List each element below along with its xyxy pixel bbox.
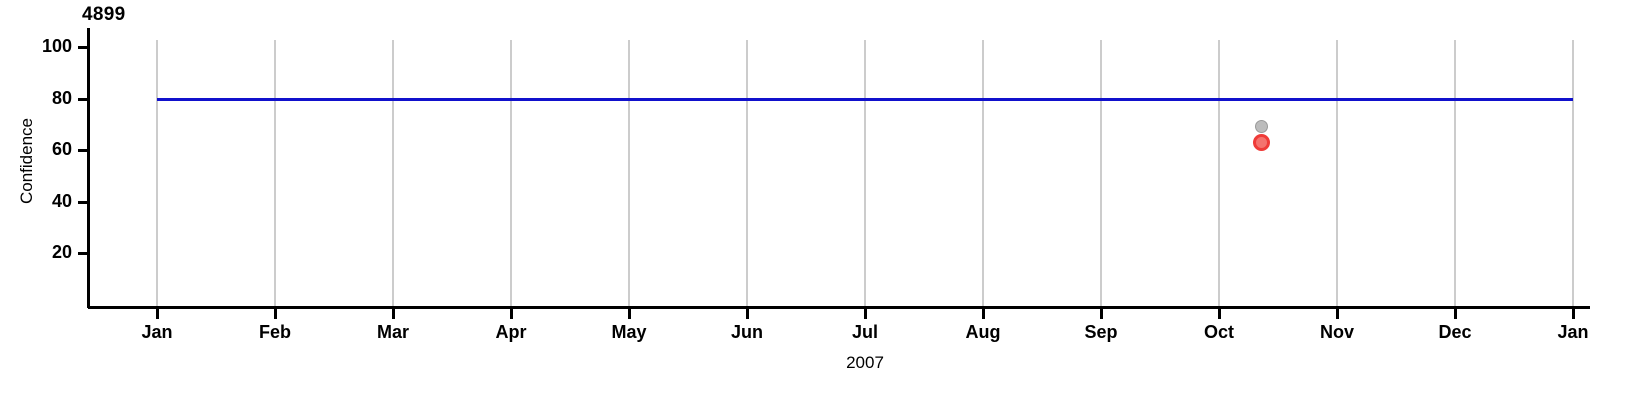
- y-axis-tick-label-text: 40: [51, 190, 72, 211]
- x-axis-tick: [628, 309, 631, 319]
- x-axis-title: 2007: [846, 353, 884, 372]
- gridline: [864, 40, 866, 308]
- reference-line: [157, 97, 1573, 101]
- x-axis-tick: [746, 309, 749, 319]
- y-axis-tick-label: 40: [8, 192, 72, 212]
- x-axis-line: [88, 306, 1590, 309]
- gridline: [1454, 40, 1456, 308]
- y-axis-line: [87, 28, 90, 308]
- gridline: [1218, 40, 1220, 308]
- chart-title: 4899: [82, 4, 126, 25]
- x-axis-tick: [982, 309, 985, 319]
- plot-area: [90, 28, 1590, 308]
- x-axis-tick-label: May: [611, 322, 647, 342]
- x-axis-tick-label: Oct: [1203, 322, 1234, 342]
- x-axis-tick: [1572, 309, 1575, 319]
- x-axis-tick-label: Mar: [376, 322, 409, 342]
- y-axis-tick: [78, 252, 87, 255]
- y-axis-tick-label: 60: [8, 140, 72, 160]
- y-axis-tick-label-text: 100: [41, 36, 72, 56]
- data-point-marker[interactable]: [1254, 120, 1268, 134]
- gridline: [1100, 40, 1102, 308]
- gridline: [746, 40, 748, 308]
- y-axis-tick-label-text: 20: [51, 242, 72, 262]
- data-point-marker[interactable]: [1252, 133, 1270, 151]
- gridline: [1336, 40, 1338, 308]
- gridline: [510, 40, 512, 308]
- y-axis-tick-label-text: 60: [51, 139, 72, 159]
- x-axis-tick-label: Jun: [730, 322, 763, 342]
- x-axis-tick: [510, 309, 513, 319]
- gridline: [274, 40, 276, 308]
- x-axis-tick: [1100, 309, 1103, 319]
- y-axis-tick: [78, 200, 87, 204]
- y-axis-tick-label: 80: [8, 89, 72, 109]
- gridline: [156, 40, 158, 308]
- x-axis-tick-label: Jan: [141, 322, 173, 342]
- gridline: [1572, 40, 1574, 308]
- x-axis-tick-label: Apr: [495, 322, 527, 342]
- y-axis-tick-label: 20: [8, 243, 72, 263]
- gridline: [982, 40, 984, 308]
- x-axis-tick-label: Nov: [1319, 322, 1354, 342]
- y-axis-tick-label: 100: [8, 37, 72, 57]
- y-axis-tick-label-text: 80: [51, 87, 72, 108]
- y-axis-tick: [78, 97, 87, 101]
- x-axis-tick: [156, 309, 159, 319]
- x-axis-tick: [864, 309, 867, 319]
- gridline: [392, 40, 394, 308]
- y-axis-tick: [78, 149, 87, 152]
- x-axis-tick: [1454, 309, 1457, 319]
- y-axis-tick: [78, 46, 87, 49]
- x-axis-tick: [274, 309, 277, 319]
- x-axis-tick-label: Dec: [1438, 322, 1472, 342]
- x-axis-tick-label: Feb: [258, 322, 291, 342]
- x-axis-tick: [1336, 309, 1339, 319]
- x-axis-tick-label: Sep: [1084, 322, 1118, 342]
- gridline: [628, 40, 630, 308]
- x-axis-tick-label: Jan: [1557, 322, 1589, 342]
- x-axis-tick: [392, 309, 395, 319]
- x-axis-tick-label: Jul: [851, 322, 878, 342]
- x-axis-tick: [1218, 309, 1221, 319]
- x-axis-tick-label: Aug: [965, 322, 1001, 342]
